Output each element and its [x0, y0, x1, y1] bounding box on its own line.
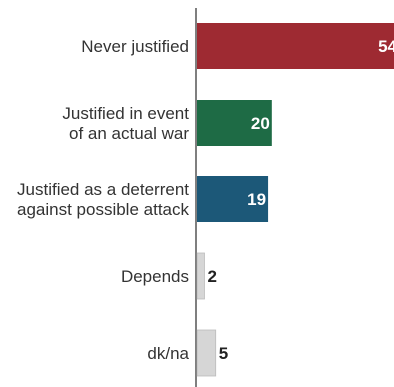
value-labels-group: 54 20 19 2 5 — [207, 37, 394, 363]
category-label-line: Never justified — [81, 37, 189, 56]
category-label-line: Justified in event — [62, 104, 189, 123]
category-label-2: Justified as a deterrent against possible… — [17, 180, 189, 219]
category-label-0: Never justified — [81, 37, 189, 56]
value-label-4: 5 — [219, 344, 228, 363]
category-label-line: dk/na — [147, 344, 189, 363]
category-label-line: against possible attack — [17, 200, 189, 219]
value-label-3: 2 — [207, 267, 216, 286]
category-label-line: Justified as a deterrent — [17, 180, 189, 199]
bar-4 — [196, 329, 217, 377]
category-labels-group: Never justified Justified in event of an a… — [17, 37, 190, 363]
category-label-line: of an actual war — [69, 124, 189, 143]
bar-2 — [197, 176, 269, 222]
value-label-1: 20 — [251, 114, 270, 133]
value-label-0: 54 — [378, 37, 394, 56]
bars-group — [196, 23, 394, 377]
bar-3 — [196, 252, 205, 300]
value-label-2: 19 — [247, 190, 266, 209]
category-label-1: Justified in event of an actual war — [62, 104, 189, 143]
category-label-4: dk/na — [147, 344, 189, 363]
bar-1 — [197, 100, 272, 146]
category-label-3: Depends — [121, 267, 189, 286]
category-label-line: Depends — [121, 267, 189, 286]
bar-0 — [197, 23, 394, 69]
